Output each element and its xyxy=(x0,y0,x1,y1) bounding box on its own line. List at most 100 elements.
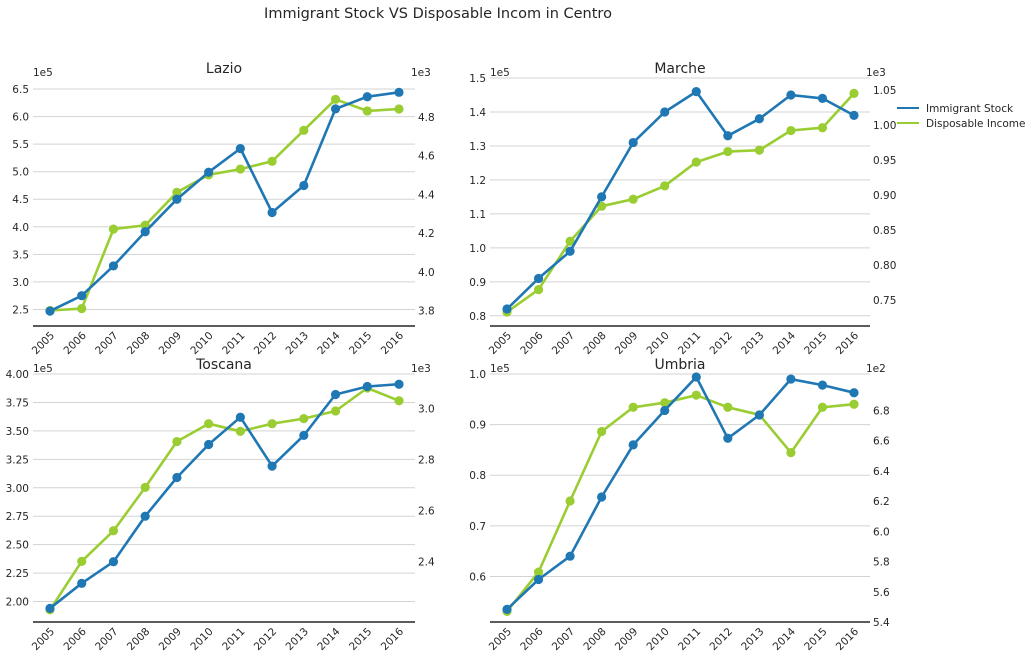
point-immigrant-stock xyxy=(754,114,764,124)
right-tick-label: 5.8 xyxy=(873,557,890,569)
point-disposable-income xyxy=(660,181,670,191)
point-immigrant-stock xyxy=(140,511,150,521)
subplot-title-toscana: Toscana xyxy=(195,357,252,373)
point-immigrant-stock xyxy=(172,194,182,204)
point-immigrant-stock xyxy=(723,433,733,443)
subplot-title-lazio: Lazio xyxy=(206,61,242,77)
point-immigrant-stock xyxy=(849,388,859,398)
right-tick-label: 4.4 xyxy=(418,189,435,201)
point-immigrant-stock xyxy=(362,381,372,392)
x-tick-label: 2016 xyxy=(379,625,407,653)
x-tick-label: 2012 xyxy=(252,330,279,357)
x-tick-label: 2014 xyxy=(771,329,799,357)
right-tick-label: 2.4 xyxy=(418,556,435,568)
right-tick-label: 1.00 xyxy=(873,120,896,132)
right-tick-label: 2.6 xyxy=(418,505,435,517)
right-tick-label: 0.90 xyxy=(873,190,896,202)
right-tick-label: 0.80 xyxy=(873,260,896,272)
subplot-title-umbria: Umbria xyxy=(655,357,706,373)
x-tick-label: 2013 xyxy=(284,330,311,357)
point-immigrant-stock xyxy=(723,131,733,141)
point-immigrant-stock xyxy=(533,273,544,284)
point-disposable-income xyxy=(172,436,182,447)
point-immigrant-stock xyxy=(77,578,87,588)
point-immigrant-stock xyxy=(204,439,214,450)
point-disposable-income xyxy=(660,398,670,408)
point-immigrant-stock xyxy=(849,110,859,120)
series-line-disposable-income xyxy=(506,92,855,314)
point-disposable-income xyxy=(817,402,828,412)
point-immigrant-stock xyxy=(628,137,638,148)
right-tick-label: 4.2 xyxy=(418,228,435,240)
right-tick-label: 5.6 xyxy=(873,587,890,599)
point-disposable-income xyxy=(533,567,544,577)
point-disposable-income xyxy=(565,236,575,246)
point-immigrant-stock xyxy=(172,472,182,483)
point-immigrant-stock xyxy=(362,92,372,102)
right-tick-label: 6.6 xyxy=(873,436,890,448)
left-axis-exponent: 1e5 xyxy=(33,363,53,375)
x-tick-label: 2012 xyxy=(708,626,735,653)
x-tick-label: 2009 xyxy=(613,626,640,653)
x-tick-label: 2011 xyxy=(676,626,703,653)
point-immigrant-stock xyxy=(691,86,701,97)
subplot-title-marche: Marche xyxy=(654,61,705,77)
right-tick-label: 4.6 xyxy=(418,151,435,163)
left-tick-label: 0.7 xyxy=(469,521,486,533)
left-tick-label: 3.5 xyxy=(12,249,29,261)
point-immigrant-stock xyxy=(597,492,607,502)
left-tick-label: 1.1 xyxy=(469,209,486,221)
point-immigrant-stock xyxy=(330,389,341,400)
point-immigrant-stock xyxy=(394,379,404,389)
left-tick-label: 2.75 xyxy=(6,511,29,523)
left-tick-label: 0.8 xyxy=(469,470,486,482)
legend-label-disposable-income: Disposable Income xyxy=(926,118,1025,130)
point-disposable-income xyxy=(108,224,119,234)
point-disposable-income xyxy=(754,145,764,155)
x-tick-label: 2013 xyxy=(739,626,766,653)
x-tick-label: 2010 xyxy=(644,626,671,653)
point-disposable-income xyxy=(597,201,607,211)
point-disposable-income xyxy=(204,419,214,429)
point-disposable-income xyxy=(267,419,277,429)
x-tick-label: 2010 xyxy=(644,330,671,357)
point-disposable-income xyxy=(267,156,277,166)
x-tick-label: 2014 xyxy=(771,625,799,653)
point-disposable-income xyxy=(394,396,404,406)
right-tick-label: 4.0 xyxy=(418,267,435,279)
x-tick-label: 2011 xyxy=(220,330,247,357)
x-tick-label: 2014 xyxy=(315,625,343,653)
right-tick-label: 6.0 xyxy=(873,526,890,538)
right-tick-label: 0.95 xyxy=(873,155,896,167)
left-tick-label: 3.50 xyxy=(6,426,29,438)
x-tick-label: 2005 xyxy=(487,330,514,357)
point-disposable-income xyxy=(849,88,859,99)
x-tick-label: 2016 xyxy=(379,329,407,357)
point-disposable-income xyxy=(628,194,638,204)
x-tick-label: 2014 xyxy=(315,329,343,357)
x-tick-label: 2007 xyxy=(550,626,577,653)
left-tick-label: 0.6 xyxy=(469,571,486,583)
left-tick-label: 6.0 xyxy=(12,112,29,124)
left-tick-label: 3.00 xyxy=(6,483,29,495)
point-immigrant-stock xyxy=(45,306,55,316)
right-tick-label: 1.05 xyxy=(873,85,896,97)
x-tick-label: 2008 xyxy=(125,330,152,357)
left-tick-label: 2.50 xyxy=(6,540,29,552)
series-line-immigrant-stock xyxy=(506,90,855,310)
point-disposable-income xyxy=(140,220,150,230)
point-disposable-income xyxy=(394,104,404,114)
point-disposable-income xyxy=(533,284,544,295)
point-immigrant-stock xyxy=(299,180,309,191)
subplot-toscana: Toscana 2.00 2.25 2.50 2.75 3.00 3.25 3.50 3.75 4… xyxy=(6,357,435,653)
x-tick-label: 2008 xyxy=(581,330,608,357)
right-tick-label: 0.85 xyxy=(873,225,896,237)
left-tick-label: 1.4 xyxy=(469,107,486,119)
series-line-disposable-income xyxy=(48,386,400,611)
left-tick-label: 0.9 xyxy=(469,420,486,432)
x-tick-label: 2006 xyxy=(61,625,89,653)
point-disposable-income xyxy=(849,399,859,409)
point-disposable-income xyxy=(77,303,87,314)
left-tick-label: 2.5 xyxy=(12,304,29,316)
point-immigrant-stock xyxy=(108,557,119,567)
